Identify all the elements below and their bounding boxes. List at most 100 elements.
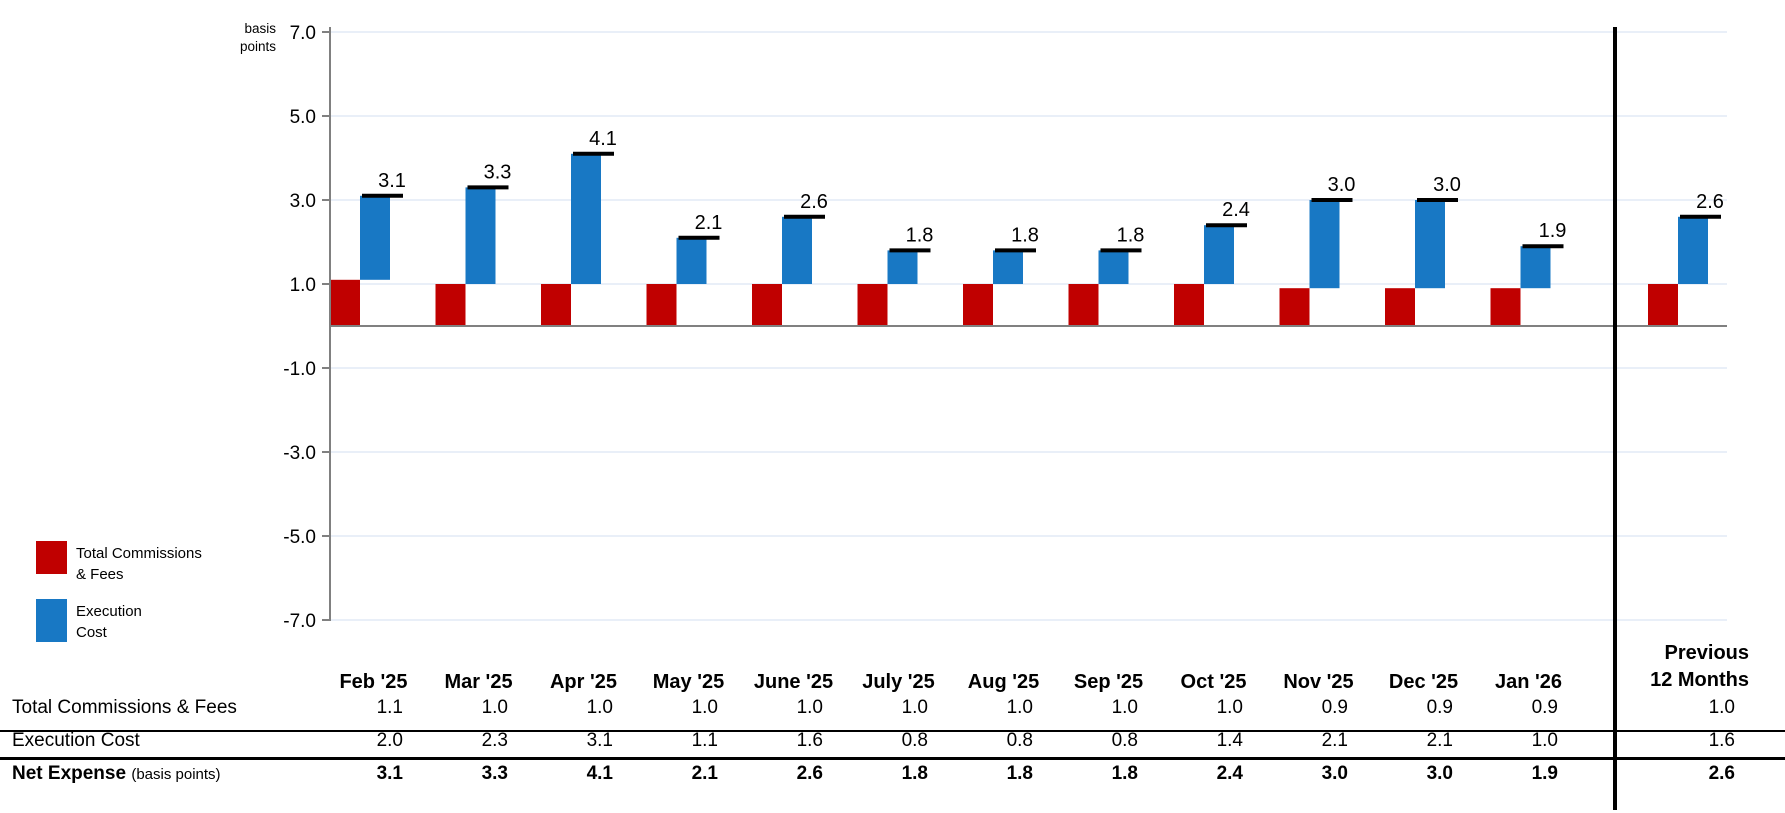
value-cell: 1.6 — [796, 730, 823, 751]
bar-execution-cost — [887, 250, 918, 284]
bar-total-commissions-fees — [1068, 284, 1099, 326]
value-cell: 1.4 — [1216, 730, 1243, 751]
column-header-month: Aug '25 — [967, 671, 1040, 693]
value-cell: 1.0 — [481, 697, 508, 718]
bar-total-commissions-fees — [1648, 284, 1678, 326]
column-header-month: June '25 — [753, 671, 834, 693]
value-cell: 0.8 — [1111, 730, 1138, 751]
net-data-label: 3.0 — [1328, 174, 1356, 196]
net-data-label: 2.4 — [1222, 199, 1250, 221]
bar-total-commissions-fees — [1385, 288, 1415, 326]
value-cell: 0.9 — [1321, 697, 1348, 718]
column-header-month: Apr '25 — [549, 671, 617, 693]
legend-item-execution: Execution Cost — [36, 599, 276, 643]
value-cell: 1.0 — [796, 697, 823, 718]
bar-execution-cost — [1678, 216, 1708, 284]
column-header-previous-12-months: Previous 12 Months — [1650, 642, 1749, 691]
value-cell: 3.3 — [481, 763, 508, 784]
net-data-label: 4.1 — [589, 128, 617, 150]
bar-total-commissions-fees — [646, 284, 677, 326]
value-cell: 2.1 — [1426, 730, 1453, 751]
bar-total-commissions-fees — [1490, 288, 1521, 326]
value-cell-summary: 1.6 — [1708, 730, 1735, 751]
value-cell: 1.8 — [1006, 763, 1033, 784]
y-tick-label: 1.0 — [290, 275, 316, 296]
value-cell: 1.0 — [1216, 697, 1243, 718]
row-label: Total Commissions & Fees — [12, 697, 237, 718]
bar-execution-cost — [782, 216, 812, 284]
value-cell: 3.1 — [586, 730, 613, 751]
y-tick-label: 5.0 — [290, 107, 316, 128]
bar-total-commissions-fees — [752, 284, 782, 326]
net-data-label: 2.6 — [800, 191, 828, 213]
bar-execution-cost — [1309, 200, 1340, 289]
value-cell: 1.0 — [691, 697, 718, 718]
legend-label-line: Total Commissions — [76, 545, 202, 562]
y-tick-label: -3.0 — [283, 443, 316, 464]
legend-label-line: Execution — [76, 603, 142, 620]
column-header-month: Dec '25 — [1388, 671, 1459, 693]
value-cell: 3.0 — [1321, 763, 1348, 784]
column-header-month: May '25 — [652, 671, 725, 693]
legend-label-line: Cost — [76, 624, 107, 641]
value-cell: 1.0 — [586, 697, 613, 718]
bar-total-commissions-fees — [1174, 284, 1204, 326]
value-cell: 1.8 — [1111, 763, 1138, 784]
value-cell: 2.6 — [796, 763, 823, 784]
legend-label-line: & Fees — [76, 566, 124, 583]
value-cell-summary: 2.6 — [1708, 763, 1735, 784]
column-header-month: Feb '25 — [339, 671, 408, 693]
net-data-label: 1.8 — [906, 224, 934, 246]
value-cell: 1.0 — [1111, 697, 1138, 718]
y-tick-label: 7.0 — [290, 23, 316, 44]
y-tick-label: 3.0 — [290, 191, 316, 212]
value-cell: 2.0 — [376, 730, 403, 751]
y-tick-label: -1.0 — [283, 359, 316, 380]
value-cell: 1.1 — [376, 697, 403, 718]
legend-item-commissions: Total Commissions & Fees — [36, 541, 276, 585]
table-rule-thick — [0, 757, 1785, 760]
legend-label-commissions: Total Commissions & Fees — [76, 541, 202, 585]
bar-total-commissions-fees — [963, 284, 993, 326]
value-cell: 2.1 — [1321, 730, 1348, 751]
net-data-label: 2.6 — [1696, 191, 1724, 213]
bar-execution-cost — [993, 250, 1023, 284]
value-cell: 2.4 — [1216, 763, 1243, 784]
row-label: Execution Cost — [12, 730, 140, 751]
legend-swatch-commissions-icon — [36, 541, 67, 574]
value-cell: 1.0 — [1006, 697, 1033, 718]
bar-total-commissions-fees — [857, 284, 888, 326]
net-data-label: 3.0 — [1433, 174, 1461, 196]
y-tick-label: -5.0 — [283, 527, 316, 548]
net-data-label: 1.8 — [1117, 224, 1145, 246]
value-cell: 1.0 — [1531, 730, 1558, 751]
chart-legend: Total Commissions & Fees Execution Cost — [36, 541, 276, 657]
value-cell: 0.9 — [1426, 697, 1453, 718]
bar-execution-cost — [465, 187, 496, 284]
bar-total-commissions-fees — [541, 284, 571, 326]
value-cell: 1.1 — [691, 730, 718, 751]
value-cell: 2.1 — [691, 763, 718, 784]
table-rule-thin — [0, 730, 1785, 732]
bar-execution-cost — [360, 195, 390, 280]
row-execution-cost: Execution Cost 2.0 2.3 3.1 1.1 1.6 0.8 0.8 0.8 1.… — [0, 727, 1762, 755]
row-label: Net Expense (basis points) — [12, 763, 221, 784]
net-data-label: 3.3 — [484, 161, 512, 183]
y-axis-unit-label: basis — [244, 21, 276, 36]
value-cell: 0.8 — [1006, 730, 1033, 751]
column-header-month: Nov '25 — [1283, 671, 1354, 693]
bar-execution-cost — [1204, 225, 1234, 284]
bar-execution-cost — [1520, 246, 1551, 289]
column-header-month: Mar '25 — [444, 671, 513, 693]
value-cell: 0.8 — [901, 730, 928, 751]
bar-execution-cost — [1415, 200, 1445, 289]
column-header-month: Oct '25 — [1180, 671, 1247, 693]
y-axis-unit-label: points — [240, 39, 276, 54]
legend-label-execution: Execution Cost — [76, 599, 142, 643]
value-cell: 4.1 — [586, 763, 613, 784]
bar-total-commissions-fees — [1279, 288, 1310, 326]
value-cell: 3.1 — [376, 763, 403, 784]
bar-execution-cost — [1098, 250, 1129, 284]
